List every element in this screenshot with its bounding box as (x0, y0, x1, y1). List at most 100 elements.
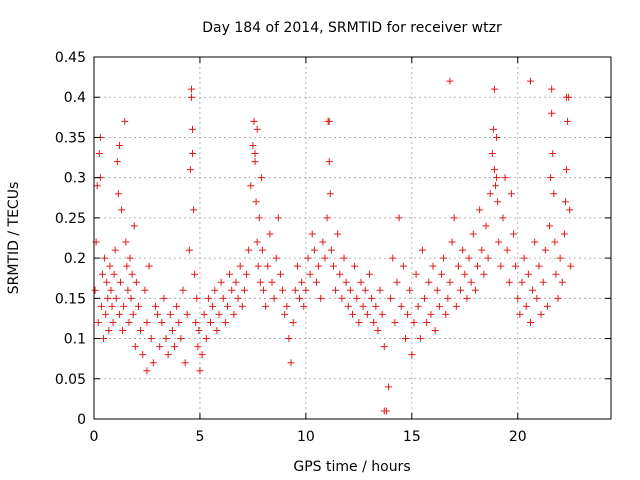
data-point (421, 294, 429, 302)
data-point (546, 222, 554, 230)
data-point (223, 302, 231, 310)
y-tick-label: 0.45 (55, 50, 86, 66)
data-point (429, 262, 437, 270)
data-point (274, 214, 282, 222)
data-point (342, 278, 350, 286)
data-point (124, 286, 132, 294)
data-point (448, 238, 456, 246)
data-point (112, 294, 120, 302)
y-tick-label: 0 (77, 412, 86, 428)
data-point (125, 318, 133, 326)
data-point (397, 302, 405, 310)
plot-frame (93, 56, 612, 420)
data-point (115, 310, 123, 318)
data-point (450, 214, 458, 222)
data-point (213, 327, 221, 335)
data-point (501, 174, 509, 182)
data-point (116, 278, 124, 286)
data-point (346, 286, 354, 294)
data-point (549, 150, 557, 158)
data-point (281, 310, 289, 318)
data-point (247, 182, 255, 190)
data-point (100, 335, 108, 343)
data-point (298, 278, 306, 286)
data-point (130, 222, 138, 230)
data-point (243, 270, 251, 278)
x-tick-label: 10 (297, 429, 315, 445)
data-point (204, 294, 212, 302)
data-point (452, 302, 460, 310)
data-point (253, 238, 261, 246)
data-point (131, 343, 139, 351)
data-point (444, 294, 452, 302)
data-point (238, 302, 246, 310)
data-point (158, 318, 166, 326)
data-point (105, 327, 113, 335)
data-point (162, 335, 170, 343)
data-point (113, 158, 121, 166)
data-point (380, 343, 388, 351)
data-point (490, 85, 498, 93)
data-point (119, 327, 127, 335)
data-point (304, 254, 312, 262)
data-point (404, 310, 412, 318)
data-point (482, 222, 490, 230)
data-point (334, 230, 342, 238)
data-point (440, 254, 448, 262)
data-point (548, 109, 556, 117)
data-point (494, 198, 502, 206)
data-point (219, 294, 227, 302)
data-point (340, 254, 348, 262)
data-point (250, 117, 258, 125)
data-point (232, 278, 240, 286)
data-point (185, 246, 193, 254)
data-point (317, 294, 325, 302)
data-point (484, 254, 492, 262)
data-point (168, 327, 176, 335)
data-point (310, 246, 318, 254)
data-point (234, 294, 242, 302)
data-point (95, 150, 103, 158)
data-point (289, 318, 297, 326)
data-point (279, 286, 287, 294)
y-axis-label: SRMTID / TECUs (6, 182, 22, 295)
data-point (94, 318, 102, 326)
data-point (471, 286, 479, 294)
data-point (262, 302, 270, 310)
data-point (463, 294, 471, 302)
data-point (332, 286, 340, 294)
data-point (306, 270, 314, 278)
data-point (285, 335, 293, 343)
data-point (336, 270, 344, 278)
data-point (189, 125, 197, 133)
data-point (236, 262, 244, 270)
data-point (127, 294, 135, 302)
x-tick-label: 5 (195, 429, 204, 445)
data-point (321, 254, 329, 262)
data-point (110, 270, 118, 278)
data-point (325, 158, 333, 166)
data-point (567, 262, 575, 270)
data-point (408, 351, 416, 359)
data-point (300, 302, 308, 310)
data-point (93, 182, 101, 190)
ticks-layer: 0 0.05 0.1 0.15 0.2 0.25 0.3 0.35 0.4 0.45 0 5 10 15 2… (55, 50, 611, 445)
data-point (195, 327, 203, 335)
data-point (563, 166, 571, 174)
data-point (461, 270, 469, 278)
data-point (171, 343, 179, 351)
data-point (391, 318, 399, 326)
data-point (173, 302, 181, 310)
data-point (251, 158, 259, 166)
data-point (166, 310, 174, 318)
data-point (323, 214, 331, 222)
data-point (563, 93, 571, 101)
data-point (561, 198, 569, 206)
data-point (338, 294, 346, 302)
data-point (531, 238, 539, 246)
y-tick-label: 0.15 (55, 291, 86, 307)
data-point (399, 262, 407, 270)
x-tick-label: 15 (403, 429, 421, 445)
data-point (226, 270, 234, 278)
